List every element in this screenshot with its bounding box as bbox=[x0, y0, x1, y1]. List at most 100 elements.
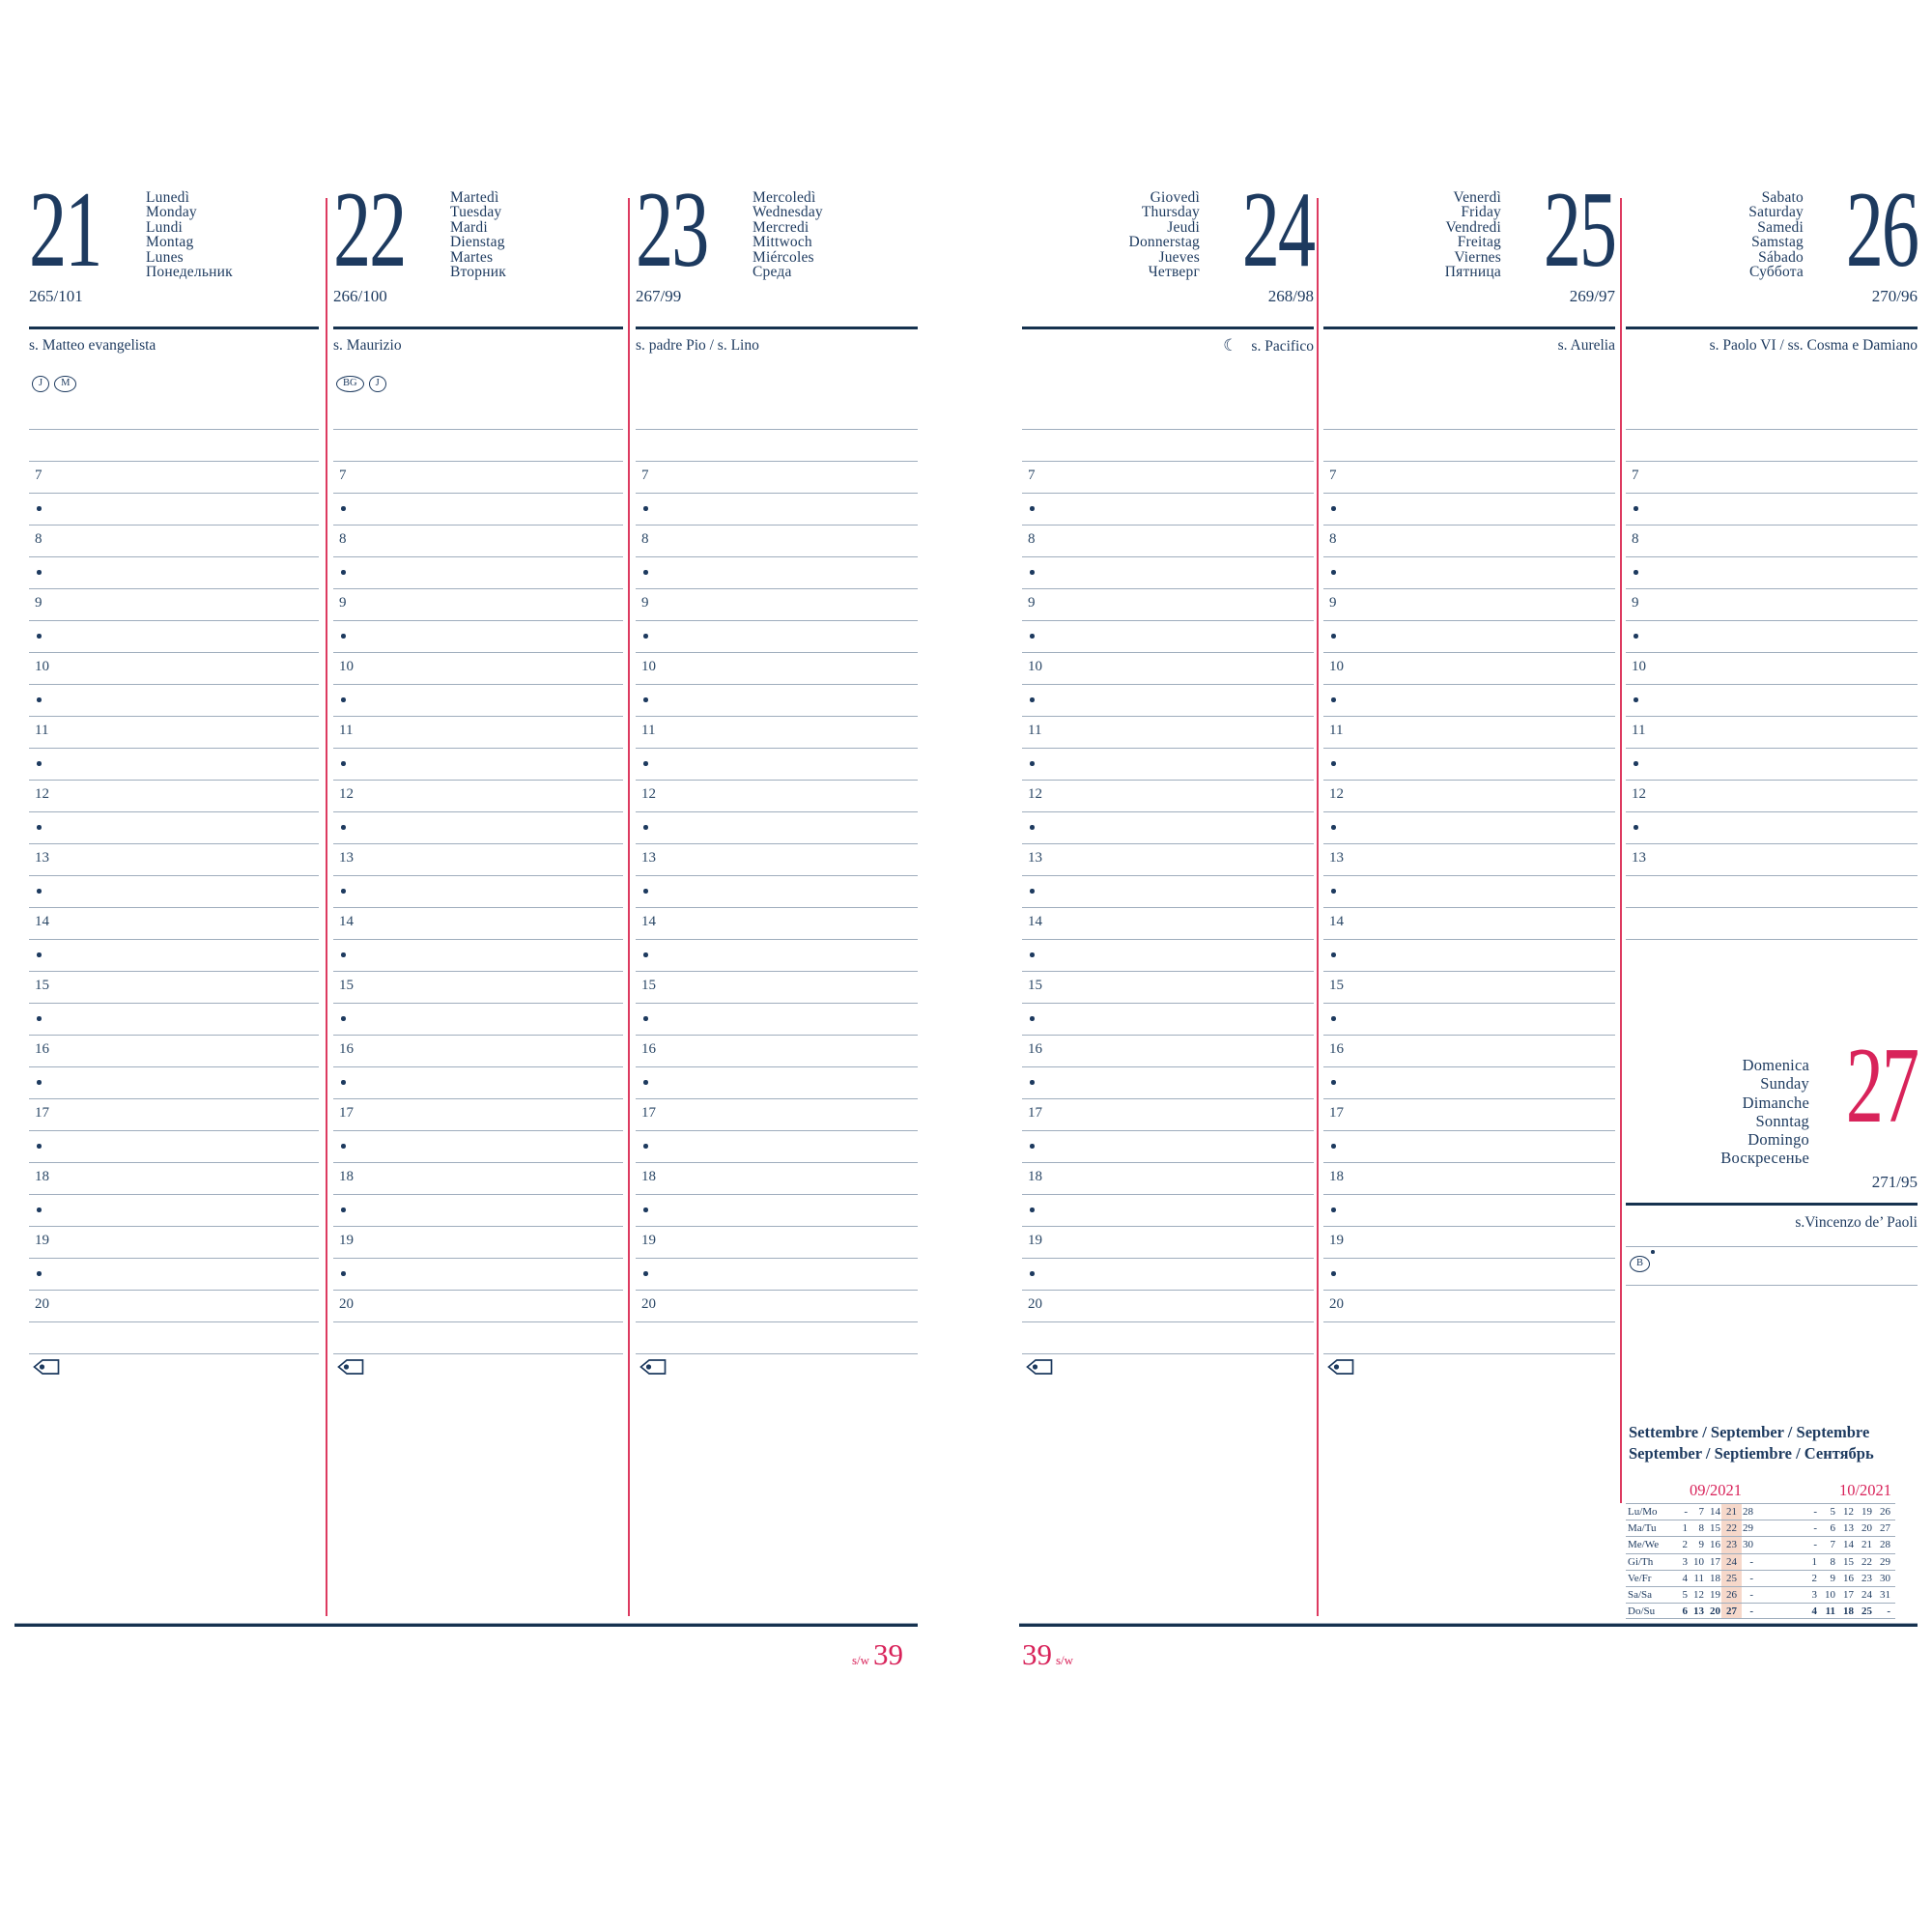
minical-cell: 12 bbox=[1843, 1506, 1854, 1518]
minical-row-label: Lu/Mo bbox=[1628, 1506, 1658, 1518]
bullet-dot bbox=[1030, 570, 1035, 575]
minical-cell: 30 bbox=[1743, 1539, 1753, 1551]
half-hour-row bbox=[636, 1004, 918, 1036]
minical-cell: 8 bbox=[1698, 1522, 1705, 1535]
hour-label: 11 bbox=[35, 723, 49, 738]
hour-row: 10 bbox=[29, 653, 319, 685]
day-name: Sonntag bbox=[1755, 1111, 1809, 1130]
bullet-dot bbox=[643, 889, 648, 894]
hour-row: 12 bbox=[1323, 781, 1615, 812]
bullet-dot bbox=[1331, 825, 1336, 830]
hour-row: 15 bbox=[333, 972, 623, 1004]
hour-row: 20 bbox=[29, 1291, 319, 1322]
bullet-dot bbox=[1634, 506, 1638, 511]
blank-row bbox=[1022, 430, 1314, 462]
minical-cell: - bbox=[1749, 1572, 1753, 1584]
half-hour-row bbox=[29, 685, 319, 717]
hour-label: 19 bbox=[35, 1233, 49, 1248]
bullet-dot bbox=[643, 761, 648, 766]
day-number: 22 bbox=[333, 170, 407, 290]
minical-cell: 20 bbox=[1710, 1605, 1720, 1618]
minical-cell: 16 bbox=[1710, 1539, 1720, 1551]
minical-cell: 7 bbox=[1698, 1506, 1705, 1518]
hour-label: 12 bbox=[641, 786, 656, 802]
half-hour-row bbox=[29, 940, 319, 972]
half-hour-row bbox=[1323, 1131, 1615, 1163]
hour-label: 12 bbox=[1632, 786, 1646, 802]
hour-label: 8 bbox=[339, 531, 347, 547]
hour-row: 11 bbox=[636, 717, 918, 749]
hour-label: 20 bbox=[641, 1296, 656, 1312]
day-name: Sunday bbox=[1760, 1074, 1809, 1094]
minical-row-label: Ve/Fr bbox=[1628, 1572, 1652, 1584]
blank-row bbox=[636, 430, 918, 462]
hour-label: 11 bbox=[1028, 723, 1042, 738]
bookmark-tag bbox=[1327, 1358, 1356, 1378]
hour-label: 10 bbox=[641, 659, 656, 674]
hour-row: 13 bbox=[636, 844, 918, 876]
day-of-year: 265/101 bbox=[29, 287, 83, 305]
half-hour-row bbox=[1626, 812, 1918, 844]
day-name: Воскресенье bbox=[1720, 1149, 1809, 1168]
half-hour-row bbox=[1022, 1195, 1314, 1227]
blank-row bbox=[29, 1322, 319, 1354]
half-hour-row bbox=[333, 557, 623, 589]
hour-label: 13 bbox=[35, 850, 49, 866]
hour-grid: 7 8 9 10 11 12 13 14 15 16 17 18 19 20 bbox=[1022, 429, 1314, 1354]
hour-row: 11 bbox=[1323, 717, 1615, 749]
hour-row: 8 bbox=[1626, 526, 1918, 557]
page-bottom-rule-right bbox=[1019, 1623, 1918, 1627]
half-hour-row bbox=[333, 494, 623, 526]
day-names: Martedì Tuesday Mardi Dienstag Martes Вторник bbox=[450, 190, 623, 282]
minical-cell: 18 bbox=[1710, 1572, 1720, 1584]
day-name: Freitag bbox=[1457, 234, 1501, 251]
day-of-year: 267/99 bbox=[636, 287, 682, 305]
minical-cell: 8 bbox=[1830, 1555, 1836, 1568]
hour-label: 18 bbox=[1329, 1169, 1344, 1184]
minical-row-label: Do/Su bbox=[1628, 1605, 1656, 1618]
bullet-dot bbox=[1331, 506, 1336, 511]
header-rule bbox=[636, 327, 918, 329]
bullet-dot bbox=[37, 634, 42, 639]
minical-row: Sa/Sa 5 12 19 26- 3 10 17 24 31 bbox=[1626, 1586, 1895, 1603]
blank-row bbox=[1323, 1322, 1615, 1354]
blank-row bbox=[636, 1322, 918, 1354]
blank-row bbox=[333, 430, 623, 462]
half-hour-row bbox=[1323, 1259, 1615, 1291]
minical-cell: 10 bbox=[1693, 1555, 1704, 1568]
bullet-dot bbox=[37, 1271, 42, 1276]
bullet-dot bbox=[1331, 1271, 1336, 1276]
minical-cell: 14 bbox=[1843, 1539, 1854, 1551]
bullet-dot bbox=[341, 952, 346, 957]
hour-grid: 7 8 9 10 11 12 13 14 15 16 17 18 19 20 bbox=[333, 429, 623, 1354]
half-hour-row bbox=[1323, 557, 1615, 589]
day-name: Среда bbox=[753, 264, 792, 281]
hour-label: 14 bbox=[339, 914, 354, 929]
moon-phase-icon: ☾ bbox=[1223, 336, 1238, 355]
column-divider bbox=[326, 198, 327, 1616]
day-name: Tuesday bbox=[450, 204, 502, 221]
half-hour-row bbox=[1323, 940, 1615, 972]
hour-label: 8 bbox=[1329, 531, 1337, 547]
hour-label: 7 bbox=[1329, 468, 1337, 483]
hour-row: 20 bbox=[636, 1291, 918, 1322]
day-of-year: 270/96 bbox=[1871, 287, 1918, 305]
half-hour-row bbox=[636, 494, 918, 526]
day-number: 27 bbox=[1845, 1026, 1919, 1146]
minical-row-label: Sa/Sa bbox=[1628, 1589, 1653, 1601]
day-name: Vendredi bbox=[1445, 218, 1501, 236]
hour-row: 20 bbox=[333, 1291, 623, 1322]
half-hour-row bbox=[333, 685, 623, 717]
day-name: Mercredi bbox=[753, 218, 810, 236]
bullet-dot bbox=[1331, 761, 1336, 766]
minical-cell: 28 bbox=[1743, 1506, 1753, 1518]
header-rule bbox=[1626, 1203, 1918, 1206]
hour-row: 20 bbox=[1323, 1291, 1615, 1322]
hour-label: 16 bbox=[1329, 1041, 1344, 1057]
saint-name: s.Vincenzo de’ Paoli bbox=[1795, 1214, 1918, 1231]
day-name: Friday bbox=[1461, 204, 1501, 221]
minical-cell: 31 bbox=[1880, 1589, 1890, 1601]
hour-label: 7 bbox=[339, 468, 347, 483]
bullet-dot bbox=[341, 761, 346, 766]
bookmark-tag-icon bbox=[33, 1359, 60, 1375]
